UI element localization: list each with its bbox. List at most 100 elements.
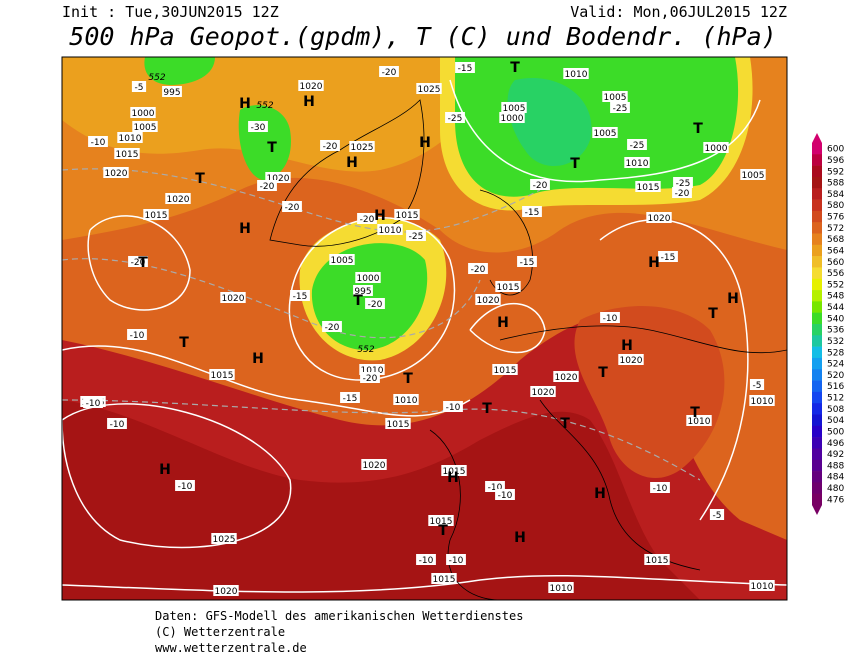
colorbar-swatch <box>812 425 822 438</box>
pressure-label: 1015 <box>497 283 520 293</box>
temperature-label-box <box>517 256 537 267</box>
colorbar-swatch <box>812 278 822 291</box>
pressure-label-box <box>377 224 403 235</box>
temperature-label-box <box>709 509 725 520</box>
colorbar-swatch <box>812 176 822 189</box>
contour-label: 552 <box>148 73 165 83</box>
pressure-center: H <box>497 315 509 331</box>
pressure-center: T <box>403 371 413 387</box>
colorbar-label: 484 <box>827 473 844 483</box>
temperature-label: -15 <box>661 253 676 263</box>
pressure-label-box <box>431 573 457 584</box>
colorbar-swatch <box>812 437 822 449</box>
temperature-label: -15 <box>458 64 473 74</box>
colorbar-label: 560 <box>827 258 844 268</box>
pressure-label-box <box>361 459 387 470</box>
temperature-label: -10 <box>488 483 503 493</box>
pressure-label: 1015 <box>211 371 234 381</box>
pressure-label-box <box>492 364 518 375</box>
temperature-label: -10 <box>603 314 618 324</box>
temperature-label: -15 <box>343 394 358 404</box>
pressure-label: 1020 <box>620 356 643 366</box>
temperature-label-box <box>290 290 310 301</box>
temperature-label-box <box>455 62 475 73</box>
pressure-center: H <box>303 94 315 110</box>
pressure-label: 1015 <box>387 420 410 430</box>
pressure-label-box <box>749 580 775 591</box>
pressure-center: H <box>648 255 660 271</box>
pressure-label-box <box>475 294 501 305</box>
pressure-label: 1015 <box>116 150 139 160</box>
colorbar-swatch <box>812 165 822 178</box>
colorbar-swatch <box>812 312 822 325</box>
colorbar-label: 476 <box>827 495 844 505</box>
pressure-label: 1015 <box>646 556 669 566</box>
colorbar-label: 544 <box>827 303 844 313</box>
pressure-label: 995 <box>354 287 371 297</box>
pressure-center: T <box>267 140 277 156</box>
colorbar-label: 504 <box>827 416 844 426</box>
pressure-label: 1025 <box>351 143 374 153</box>
pressure-label: 1010 <box>751 397 774 407</box>
pressure-label-box <box>353 285 373 296</box>
zone-540d <box>144 57 215 85</box>
temperature-label-box <box>107 418 127 429</box>
pressure-center: T <box>598 365 608 381</box>
colorbar-label: 508 <box>827 405 844 415</box>
colorbar-label: 520 <box>827 371 844 381</box>
temperature-label-box <box>322 321 342 332</box>
colorbar-swatch <box>812 459 822 472</box>
pressure-label-box <box>132 121 158 132</box>
colorbar-label: 512 <box>827 394 844 404</box>
pressure-label: 1020 <box>555 373 578 383</box>
pressure-label: 1010 <box>626 159 649 169</box>
colorbar-label: 492 <box>827 450 844 460</box>
colorbar-swatch <box>812 357 822 370</box>
temperature-label-box <box>127 329 147 340</box>
temperature-label: -25 <box>676 179 691 189</box>
pressure-center: T <box>690 405 700 421</box>
init-time: Init : Tue,30JUN2015 12Z <box>62 3 279 21</box>
pressure-label-box <box>416 83 442 94</box>
pressure-label: 1015 <box>494 366 517 376</box>
temperature-label-box <box>446 554 466 565</box>
temperature-label: -30 <box>251 123 266 133</box>
colorbar-label: 580 <box>827 201 844 211</box>
pressure-label: 1020 <box>105 169 128 179</box>
pressure-label-box <box>495 281 521 292</box>
pressure-label-box <box>103 167 129 178</box>
colorbar-swatch <box>812 267 822 280</box>
temperature-label: -10 <box>110 420 125 430</box>
colorbar-swatch <box>812 222 822 234</box>
pressure-label: 1005 <box>604 93 627 103</box>
temperature-label-box <box>610 102 630 113</box>
colorbar-label: 480 <box>827 484 844 494</box>
temperature-label-box <box>627 139 647 150</box>
pressure-center: T <box>179 335 189 351</box>
colorbar-swatch <box>812 199 822 212</box>
pressure-label-box <box>624 157 650 168</box>
pressure-label-box <box>644 554 670 565</box>
colorbar-label: 536 <box>827 326 844 336</box>
temperature-label-box <box>443 401 463 412</box>
temperature-label-box <box>673 177 693 188</box>
temperature-label: -10 <box>498 491 513 501</box>
colorbar-label: 556 <box>827 269 844 279</box>
temperature-label: -25 <box>630 141 645 151</box>
temperature-label: -5 <box>753 381 762 391</box>
temperature-label-box <box>357 213 377 224</box>
temperature-label-box <box>282 201 302 212</box>
temperature-label-box <box>257 180 277 191</box>
temperature-label: -20 <box>533 181 548 191</box>
pressure-label: 1000 <box>132 109 155 119</box>
pressure-label: 1015 <box>145 211 168 221</box>
colorbar-swatch <box>812 154 822 166</box>
pressure-label: 1010 <box>395 396 418 406</box>
colorbar-swatch <box>812 471 822 483</box>
colorbar-label: 576 <box>827 213 844 223</box>
pressure-label: 1025 <box>213 535 236 545</box>
colorbar-label: 488 <box>827 461 844 471</box>
map-title: 500 hPa Geopot.(gpdm), T (C) und Bodendr… <box>69 22 776 51</box>
pressure-center: H <box>239 221 251 237</box>
colorbar-label: 500 <box>827 427 844 437</box>
